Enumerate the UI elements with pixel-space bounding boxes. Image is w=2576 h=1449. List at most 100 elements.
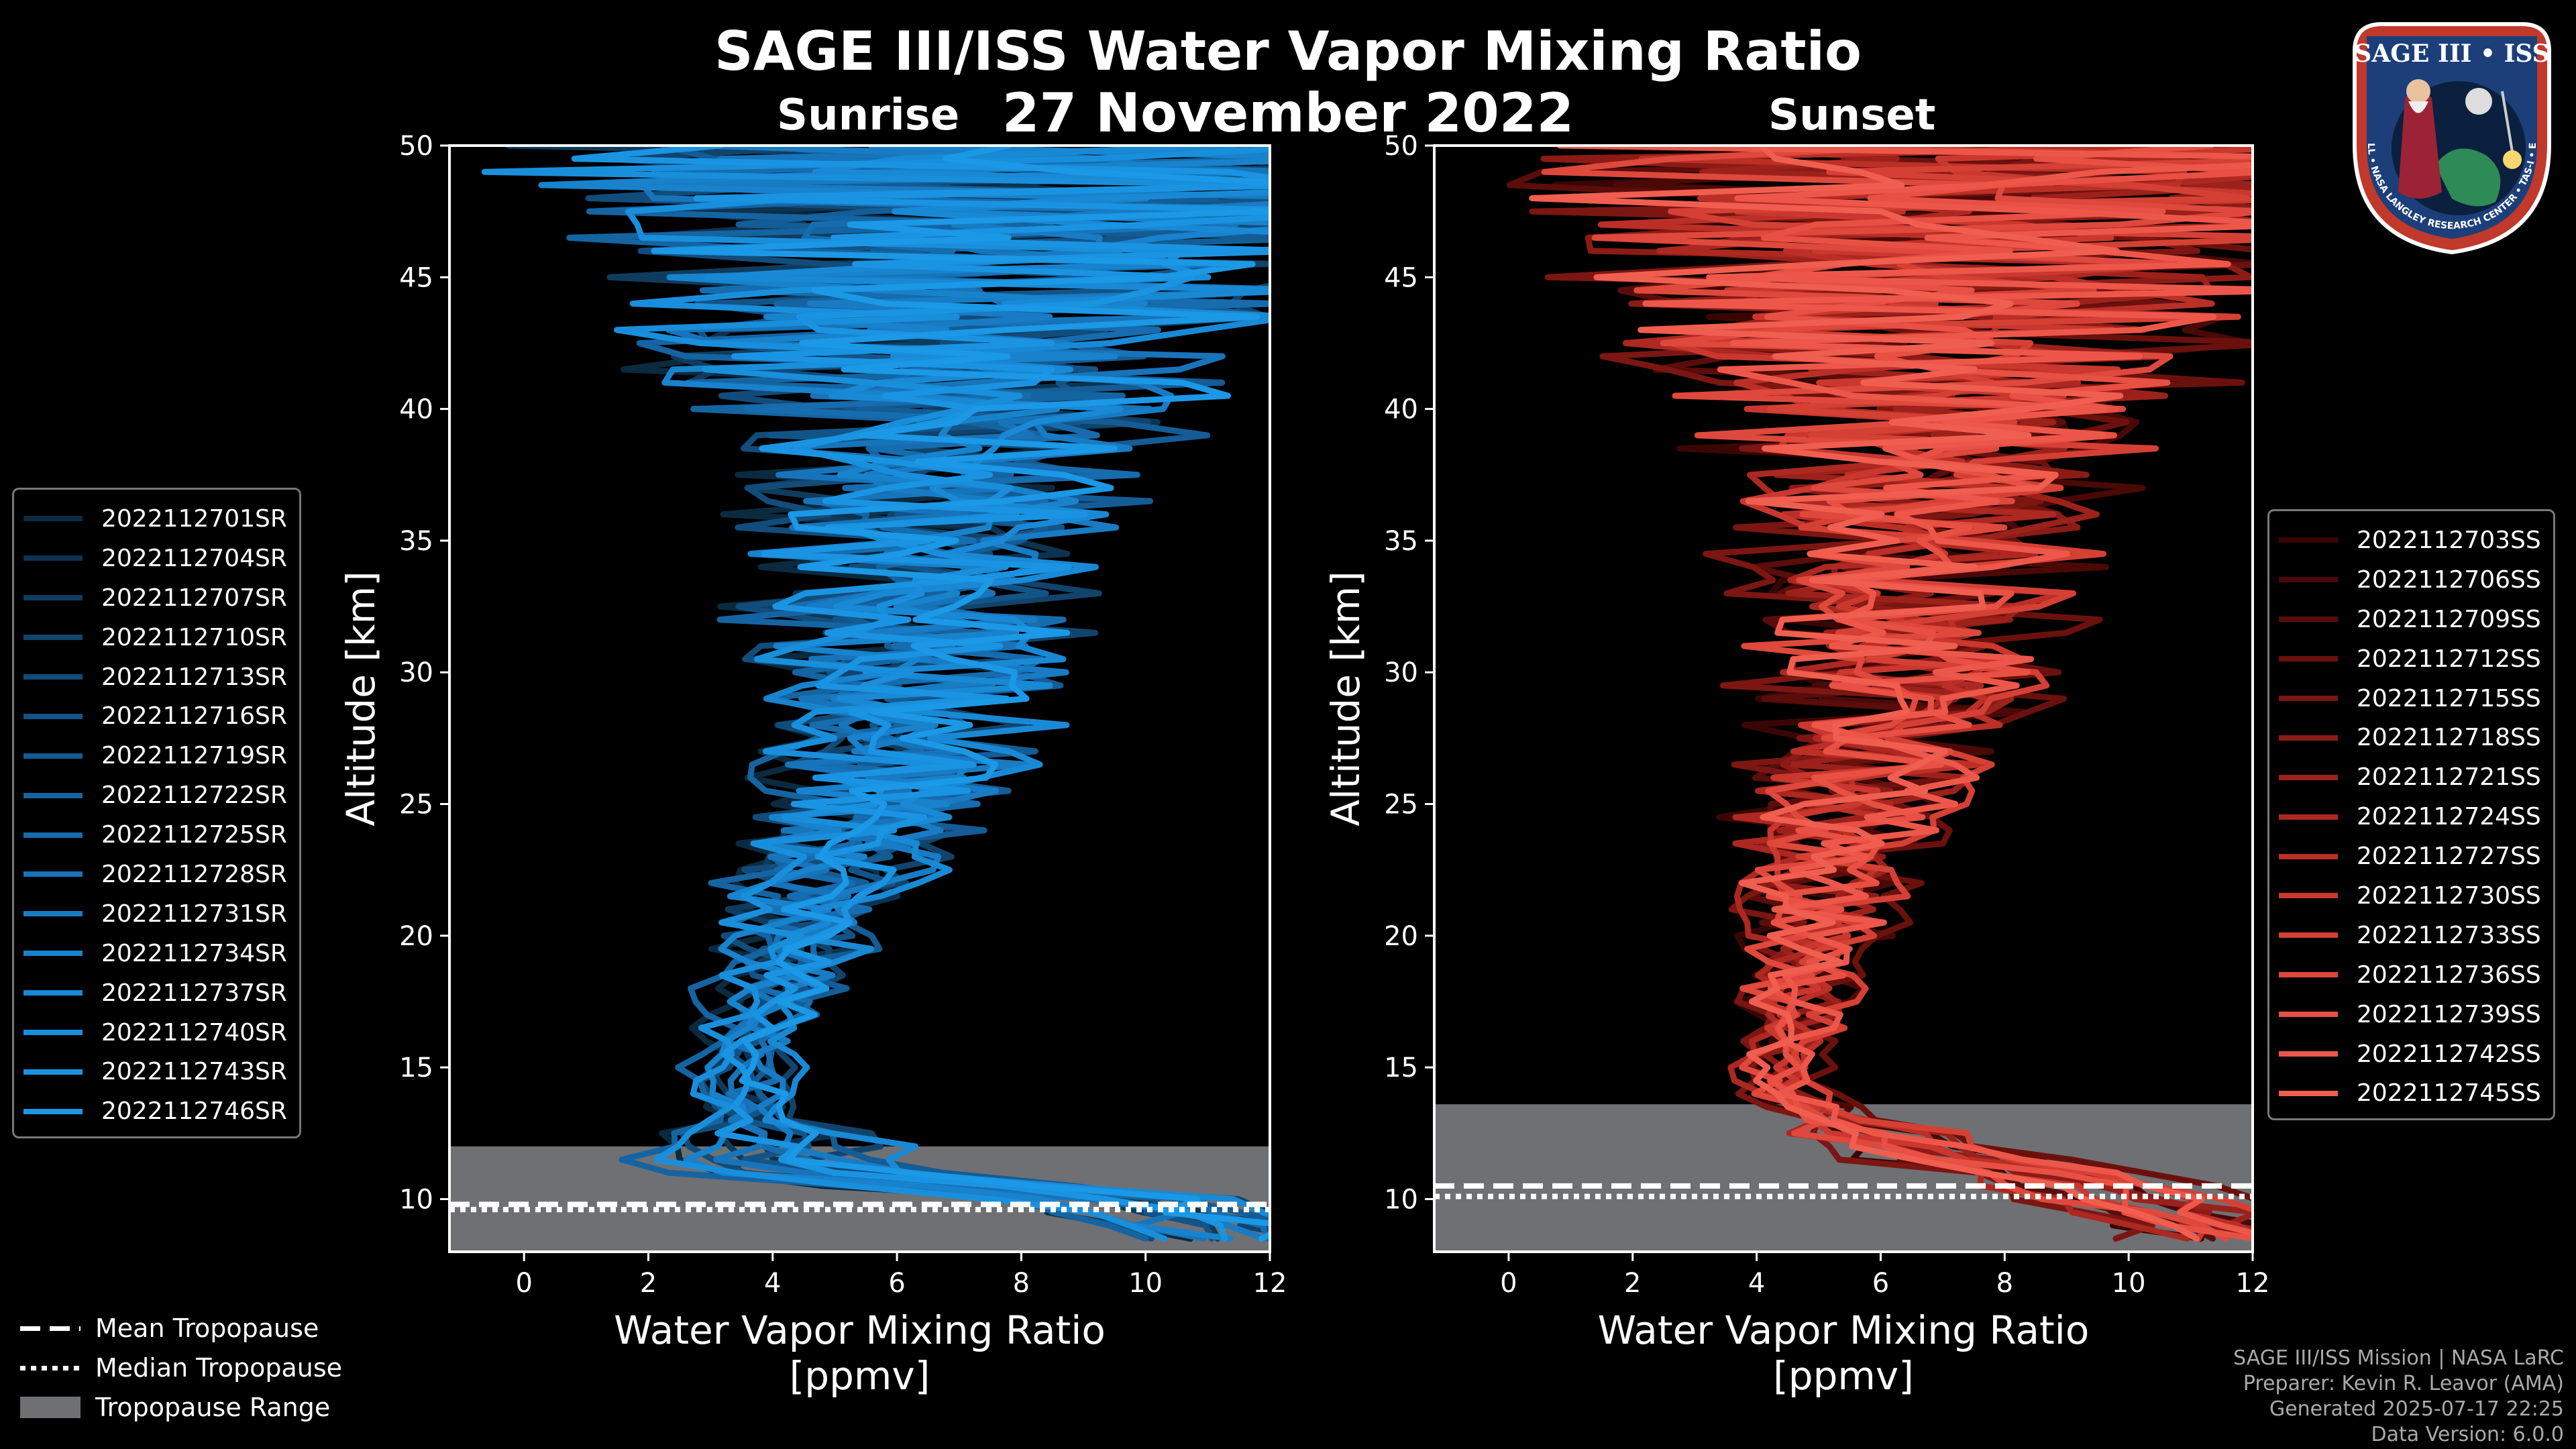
legend-item-2022112725SR: 2022112725SR (23, 815, 287, 855)
sunset-ytick-label: 45 (1384, 262, 1418, 293)
legend-item-2022112742SS: 2022112742SS (2279, 1034, 2541, 1074)
logo-top-text: SAGE III • ISS (2354, 40, 2549, 68)
legend-item-2022112743SR: 2022112743SR (23, 1052, 287, 1091)
sunrise-profiles (481, 146, 1270, 1242)
legend-item-2022112715SS: 2022112715SS (2279, 679, 2541, 718)
sunset-xtick-label: 2 (1624, 1268, 1641, 1299)
legend-item-2022112707SR: 2022112707SR (23, 578, 287, 618)
mean-tropopause-legend-item: Mean Tropopause (20, 1308, 342, 1348)
legend-item-2022112737SR: 2022112737SR (23, 973, 287, 1013)
sunset-legend: 2022112703SS 2022112706SS 2022112709SS 2022… (2267, 509, 2555, 1121)
legend-swatch (2279, 616, 2338, 623)
sunset-axes-frame (1433, 144, 2254, 1253)
sunrise-ytick-label: 15 (399, 1053, 433, 1083)
sunset-xtick-label: 12 (2236, 1268, 2270, 1299)
legend-label: 2022112722SR (101, 782, 287, 810)
legend-item-2022112718SS: 2022112718SS (2279, 718, 2541, 757)
sunset-ylabel: Altitude [km] (1323, 571, 1368, 826)
sunrise-ytick-label: 40 (399, 394, 433, 425)
legend-item-2022112739SS: 2022112739SS (2279, 995, 2541, 1034)
legend-item-2022112728SR: 2022112728SR (23, 855, 287, 894)
legend-label: 2022112734SR (101, 939, 287, 967)
tropopause-range-label: Tropopause Range (95, 1392, 331, 1422)
legend-item-2022112721SS: 2022112721SS (2279, 757, 2541, 797)
legend-item-2022112703SS: 2022112703SS (2279, 521, 2541, 560)
legend-swatch (2279, 1090, 2338, 1096)
legend-label: 2022112715SS (2357, 684, 2541, 712)
legend-swatch (23, 1069, 83, 1075)
sunrise-xlabel: Water Vapor Mixing Ratio (614, 1307, 1106, 1353)
legend-label: 2022112740SR (101, 1018, 287, 1046)
legend-swatch (2279, 1012, 2338, 1018)
legend-label: 2022112713SR (101, 663, 287, 691)
legend-item-2022112724SS: 2022112724SS (2279, 797, 2541, 837)
legend-swatch (2279, 814, 2338, 820)
sunrise-xtick-label: 6 (888, 1268, 905, 1299)
legend-label: 2022112728SR (101, 860, 287, 888)
credit-preparer: Preparer: Kevin R. Leavor (AMA) (2243, 1372, 2564, 1395)
figure-date: 27 November 2022 (1002, 82, 1574, 144)
sunset-ytick-label: 30 (1384, 657, 1418, 688)
legend-swatch (2279, 893, 2338, 899)
legend-item-2022112719SR: 2022112719SR (23, 736, 287, 775)
sunrise-ytick-label: 20 (399, 921, 433, 952)
legend-item-2022112734SR: 2022112734SR (23, 934, 287, 973)
legend-swatch (2279, 774, 2338, 780)
credit-generated: Generated 2025-07-17 22:25 (2269, 1397, 2564, 1421)
legend-label: 2022112721SS (2357, 763, 2541, 792)
sunset-profile-2022112742SS (1556, 146, 2253, 1236)
sunrise-xtick-label: 4 (764, 1268, 781, 1299)
legend-item-2022112713SR: 2022112713SR (23, 657, 287, 697)
legend-swatch (23, 911, 83, 917)
legend-item-2022112704SR: 2022112704SR (23, 539, 287, 578)
sunset-ytick-label: 10 (1384, 1184, 1418, 1215)
legend-swatch (23, 555, 83, 561)
sunrise-profile-2022112743SR (571, 146, 1270, 1242)
legend-label: 2022112703SS (2357, 526, 2541, 554)
sunrise-xtick-label: 10 (1128, 1268, 1163, 1299)
sunrise-profile-2022112734SR (538, 146, 1270, 1242)
legend-label: 2022112701SR (101, 504, 287, 533)
legend-item-2022112736SS: 2022112736SS (2279, 955, 2541, 995)
sunrise-ytick-label: 30 (399, 657, 433, 688)
legend-swatch (23, 1108, 83, 1114)
legend-swatch (2279, 696, 2338, 701)
sunrise-legend: 2022112701SR 2022112704SR 2022112707SR 2022… (12, 488, 301, 1139)
legend-item-2022112731SR: 2022112731SR (23, 894, 287, 934)
legend-label: 2022112743SR (101, 1058, 287, 1086)
legend-swatch (2279, 853, 2338, 859)
legend-label: 2022112707SR (101, 584, 287, 612)
legend-item-2022112740SR: 2022112740SR (23, 1013, 287, 1053)
figure-title: SAGE III/ISS Water Vapor Mixing Ratio (714, 20, 1862, 83)
sunrise-panel-label: Sunrise (777, 91, 960, 140)
sunset-ytick-label: 15 (1384, 1053, 1418, 1083)
dotted-line-swatch (20, 1357, 80, 1379)
sunrise-ytick-label: 25 (399, 790, 433, 820)
sunrise-ytick-label: 45 (399, 262, 433, 293)
sunset-panel-label: Sunset (1768, 91, 1936, 140)
legend-label: 2022112725SR (101, 821, 287, 849)
sunset-xlabel: Water Vapor Mixing Ratio (1598, 1307, 2090, 1353)
legend-item-2022112716SR: 2022112716SR (23, 696, 287, 736)
credit-mission: SAGE III/ISS Mission | NASA LaRC (2233, 1346, 2564, 1370)
legend-item-2022112727SS: 2022112727SS (2279, 837, 2541, 876)
sunrise-xtick-label: 0 (515, 1268, 532, 1299)
legend-label: 2022112745SS (2357, 1079, 2541, 1108)
sunset-ytick-label: 20 (1384, 921, 1418, 952)
legend-swatch (23, 674, 83, 680)
legend-swatch (2279, 932, 2338, 938)
legend-label: 2022112733SS (2357, 921, 2541, 949)
sunrise-xlabel-units: [ppmv] (790, 1353, 930, 1399)
sunset-ytick-label: 35 (1384, 526, 1418, 557)
legend-swatch (23, 1030, 83, 1036)
tropopause-legend: Mean Tropopause Median Tropopause Tropop… (20, 1308, 342, 1427)
legend-swatch (23, 792, 83, 798)
sunset-panel: 0 2 4 6 8 10 12 10 15 20 25 30 35 40 45 50 Water Vapor M… (1323, 131, 2270, 1399)
legend-swatch (23, 990, 83, 996)
legend-label: 2022112704SR (101, 544, 287, 572)
sunrise-profile-2022112746SR (651, 146, 1270, 1242)
sunset-xtick-label: 4 (1748, 1268, 1765, 1299)
credit-version: Data Version: 6.0.0 (2371, 1423, 2564, 1446)
sunrise-ytick-label: 35 (399, 526, 433, 557)
sunrise-xtick-label: 12 (1253, 1268, 1287, 1299)
